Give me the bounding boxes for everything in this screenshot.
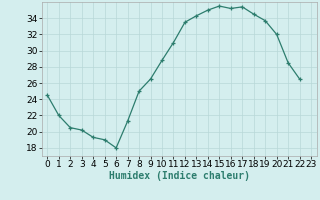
X-axis label: Humidex (Indice chaleur): Humidex (Indice chaleur): [109, 171, 250, 181]
